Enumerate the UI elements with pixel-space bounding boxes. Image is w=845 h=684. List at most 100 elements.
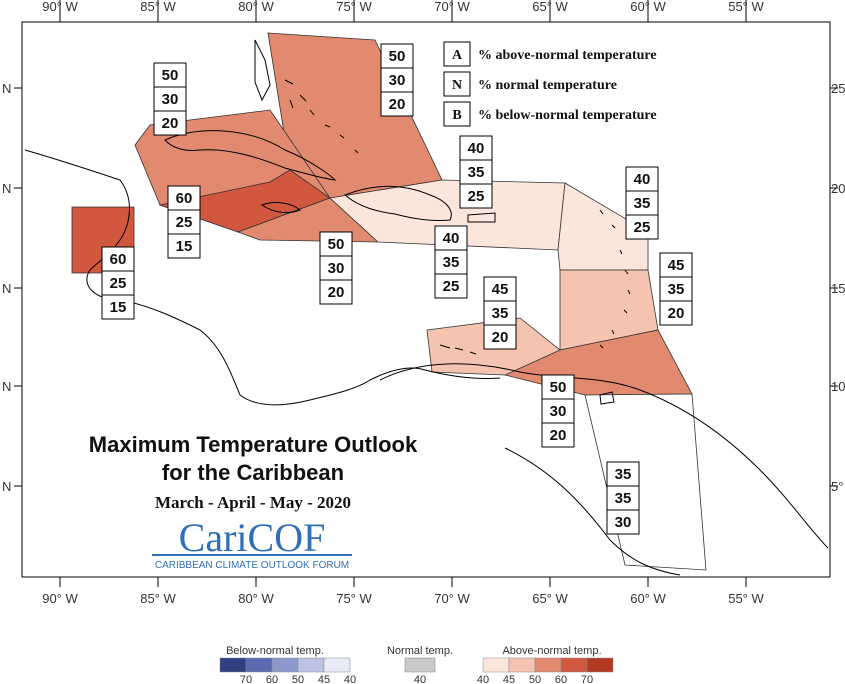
prob-box-hispaniola: 40 35 25	[434, 225, 468, 299]
prob-cell-below	[483, 324, 517, 350]
prob-cell-normal	[625, 190, 659, 216]
prob-value-normal: 30	[389, 72, 406, 89]
top-lon-label: 85° W	[140, 0, 176, 14]
prob-value-below: 20	[492, 329, 509, 346]
prob-value-below: 20	[328, 284, 345, 301]
prob-value-below: 20	[668, 305, 685, 322]
top-lon-label: 80° W	[238, 0, 274, 14]
prob-boxes: 50 30 20 50 30 20 60 25 15 60 25 15 50 30 20 40 35 25 40 35…	[101, 43, 693, 535]
top-lon-label: 90° W	[42, 0, 78, 14]
prob-cell-above	[319, 231, 353, 257]
prob-box-cayman: 60 25 15	[167, 185, 201, 259]
left-lat-label: N	[2, 181, 11, 196]
prob-box-leeward: 40 35 25	[625, 166, 659, 240]
prob-value-above: 40	[468, 140, 485, 157]
key-letter-a: A	[452, 48, 463, 63]
top-lon-label: 65° W	[532, 0, 568, 14]
bottom-lon-label: 90° W	[42, 591, 78, 606]
season-label: March - April - May - 2020	[155, 493, 351, 512]
prob-cell-below	[625, 214, 659, 240]
prob-value-below: 20	[550, 427, 567, 444]
prob-box-windward: 45 35 20	[659, 252, 693, 326]
prob-cell-above	[380, 43, 414, 69]
below-swatch	[245, 657, 273, 673]
below-swatch	[271, 657, 299, 673]
below-tick: 45	[318, 674, 330, 684]
left-lat-label: N	[2, 281, 11, 296]
bottom-lon-label: 55° W	[728, 591, 764, 606]
prob-value-normal: 35	[468, 164, 485, 181]
scale-swatches: 70 60 50 45 40 40 40 45 50 60 70	[219, 657, 614, 684]
prob-value-below: 25	[468, 188, 485, 205]
key-box	[443, 71, 471, 97]
prob-cell-below	[380, 91, 414, 117]
prob-value-normal: 25	[110, 275, 127, 292]
top-lon-label: 60° W	[630, 0, 666, 14]
zone-cayman	[158, 169, 331, 233]
prob-value-normal: 25	[176, 214, 193, 231]
prob-value-above: 40	[634, 171, 651, 188]
prob-box-abc-islands: 45 35 20	[483, 276, 517, 350]
prob-box-cuba: 50 30 20	[153, 62, 187, 136]
prob-cell-above	[459, 135, 493, 161]
prob-box-jamaica: 50 30 20	[319, 231, 353, 305]
prob-cell-above	[606, 461, 640, 487]
top-lon-label: 75° W	[336, 0, 372, 14]
prob-value-normal: 35	[634, 195, 651, 212]
above-swatch	[508, 657, 536, 673]
scale-below-label: Below-normal temp.	[226, 645, 324, 657]
prob-value-below: 20	[389, 96, 406, 113]
prob-value-above: 50	[162, 67, 179, 84]
key-desc-below: % below-normal temperature	[478, 108, 657, 123]
below-swatch	[297, 657, 325, 673]
prob-value-below: 25	[443, 278, 460, 295]
bottom-lon-label: 80° W	[238, 591, 274, 606]
top-lon-label: 70° W	[434, 0, 470, 14]
prob-value-below: 20	[162, 115, 179, 132]
right-lat-label: 25	[831, 81, 845, 96]
prob-value-normal: 35	[615, 490, 632, 507]
caricof-logo: CariCOF	[179, 515, 326, 560]
prob-value-above: 40	[443, 230, 460, 247]
prob-cell-normal	[101, 270, 135, 296]
bottom-longitude-axis: 90° W 85° W 80° W 75° W 70° W 65° W 60° …	[42, 577, 764, 606]
top-longitude-axis: 90° W 85° W 80° W 75° W 70° W 65° W 60° …	[42, 0, 764, 22]
prob-cell-above	[434, 225, 468, 251]
prob-value-below: 15	[176, 238, 193, 255]
above-swatch	[586, 657, 614, 673]
prob-value-normal: 30	[162, 91, 179, 108]
prob-value-below: 25	[634, 219, 651, 236]
prob-value-normal: 30	[328, 260, 345, 277]
prob-cell-below	[319, 279, 353, 305]
prob-cell-above	[153, 62, 187, 88]
prob-cell-above	[625, 166, 659, 192]
top-lon-label: 55° W	[728, 0, 764, 14]
bottom-lon-label: 85° W	[140, 591, 176, 606]
prob-value-above: 50	[328, 236, 345, 253]
right-lat-label: 10	[831, 379, 845, 394]
prob-cell-above	[167, 185, 201, 211]
above-tick: 50	[529, 674, 541, 684]
prob-value-above: 50	[550, 379, 567, 396]
prob-box-belize: 60 25 15	[101, 246, 135, 320]
prob-cell-below	[459, 183, 493, 209]
prob-cell-normal	[659, 276, 693, 302]
prob-cell-below	[541, 422, 575, 448]
left-lat-label: N	[2, 81, 11, 96]
bottom-lon-label: 60° W	[630, 591, 666, 606]
key-letter-n: N	[452, 78, 462, 93]
prob-value-above: 45	[668, 257, 685, 274]
prob-cell-below	[434, 273, 468, 299]
prob-box-trinidad: 50 30 20	[541, 374, 575, 448]
below-tick: 70	[240, 674, 252, 684]
map-frame	[21, 21, 831, 578]
below-swatch	[219, 657, 247, 673]
prob-value-below: 30	[615, 514, 632, 531]
bottom-lon-label: 65° W	[532, 591, 568, 606]
above-tick: 45	[503, 674, 515, 684]
key-letter-b: B	[452, 108, 461, 123]
above-tick: 40	[477, 674, 489, 684]
above-swatch	[482, 657, 510, 673]
above-swatch	[534, 657, 562, 673]
left-lat-label: N	[2, 379, 11, 394]
